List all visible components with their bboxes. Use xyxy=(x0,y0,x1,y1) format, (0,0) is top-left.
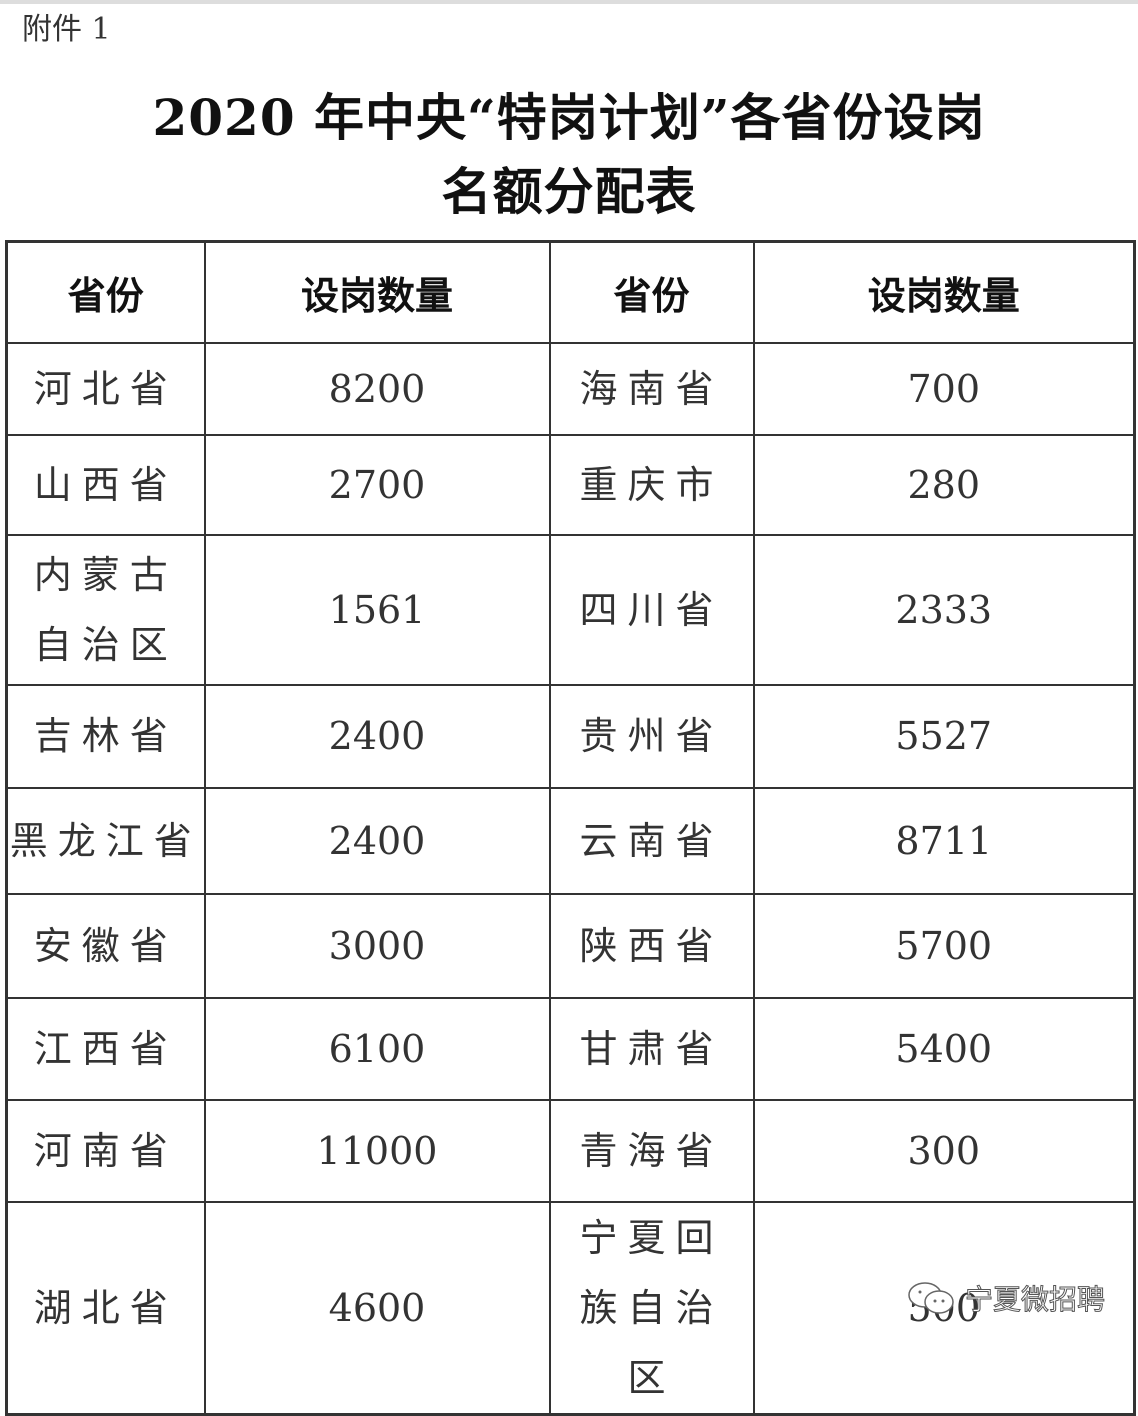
quota-table: 省份 设岗数量 省份 设岗数量 河北省 8200 海南省 700 山西省 2700 重庆市 2… xyxy=(5,240,1136,1416)
province-cell: 黑龙江省 xyxy=(5,786,206,895)
table-row: 内蒙古自治区 1561 四川省 2333 xyxy=(5,533,1136,686)
title-line-1: 2020 年中央“特岗计划”各省份设岗 xyxy=(152,88,986,147)
province-cell: 吉林省 xyxy=(5,683,206,789)
table-row: 黑龙江省 2400 云南省 8711 xyxy=(5,786,1136,895)
watermark-text: 宁夏微招聘 xyxy=(964,1283,1106,1317)
table-row: 安徽省 3000 陕西省 5700 xyxy=(5,892,1136,999)
province-cell: 河北省 xyxy=(5,341,206,436)
quota-cell: 6100 xyxy=(203,996,551,1101)
province-cell: 湖北省 xyxy=(5,1200,206,1415)
header-quota: 设岗数量 xyxy=(752,240,1136,344)
quota-cell: 5527 xyxy=(752,683,1136,789)
province-cell: 河南省 xyxy=(5,1098,206,1203)
province-cell: 海南省 xyxy=(548,341,755,436)
top-border xyxy=(0,0,1138,4)
header-quota: 设岗数量 xyxy=(203,240,551,344)
header-province: 省份 xyxy=(548,240,755,344)
province-cell: 四川省 xyxy=(548,533,755,686)
title-line-2: 名额分配表 xyxy=(441,162,697,221)
quota-cell: 5400 xyxy=(752,996,1136,1101)
quota-cell: 4600 xyxy=(203,1200,551,1415)
quota-cell: 2400 xyxy=(203,683,551,789)
table-row: 江西省 6100 甘肃省 5400 xyxy=(5,996,1136,1101)
quota-cell: 1561 xyxy=(203,533,551,686)
province-cell: 贵州省 xyxy=(548,683,755,789)
quota-cell: 2333 xyxy=(752,533,1136,686)
quota-cell: 300 xyxy=(752,1098,1136,1203)
quota-cell: 11000 xyxy=(203,1098,551,1203)
province-cell: 内蒙古自治区 xyxy=(5,533,206,686)
quota-cell: 280 xyxy=(752,433,1136,536)
table-row: 山西省 2700 重庆市 280 xyxy=(5,433,1136,536)
header-row: 省份 设岗数量 省份 设岗数量 xyxy=(5,240,1136,344)
wechat-icon xyxy=(908,1282,954,1314)
quota-cell: 2700 xyxy=(203,433,551,536)
province-cell: 宁夏回族自治区 xyxy=(548,1200,755,1415)
province-cell: 青海省 xyxy=(548,1098,755,1203)
province-cell: 重庆市 xyxy=(548,433,755,536)
table-row: 河南省 11000 青海省 300 xyxy=(5,1098,1136,1203)
quota-cell: 8711 xyxy=(752,786,1136,895)
province-cell: 安徽省 xyxy=(5,892,206,999)
table-row: 河北省 8200 海南省 700 xyxy=(5,341,1136,436)
quota-cell: 2400 xyxy=(203,786,551,895)
table-row: 吉林省 2400 贵州省 5527 xyxy=(5,683,1136,789)
header-province: 省份 xyxy=(5,240,206,344)
province-cell: 甘肃省 xyxy=(548,996,755,1101)
quota-cell: 700 xyxy=(752,341,1136,436)
quota-cell: 3000 xyxy=(203,892,551,999)
watermark: 宁夏微招聘 xyxy=(905,1278,1106,1318)
quota-cell: 5700 xyxy=(752,892,1136,999)
province-cell: 江西省 xyxy=(5,996,206,1101)
province-cell: 山西省 xyxy=(5,433,206,536)
province-cell: 陕西省 xyxy=(548,892,755,999)
quota-cell: 8200 xyxy=(203,341,551,436)
province-cell: 云南省 xyxy=(548,786,755,895)
attachment-label: 附件 1 xyxy=(22,12,111,47)
